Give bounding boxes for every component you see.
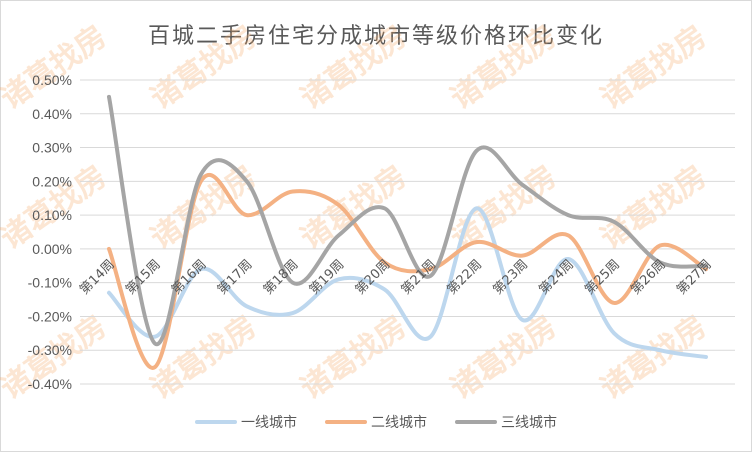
y-tick-label: -0.20%	[28, 308, 72, 324]
watermark-text: 诸葛找房	[595, 309, 713, 406]
y-axis: 0.50% 0.40% 0.30% 0.20% 0.10% 0.00% -0.10% -0.2…	[28, 72, 72, 392]
series-line-一线城市	[107, 206, 708, 359]
legend-swatch-icon	[195, 420, 237, 424]
watermark-text: 诸葛找房	[295, 309, 413, 406]
x-tick-label: 第15周	[123, 257, 164, 298]
y-tick-label: 0.20%	[32, 173, 72, 189]
watermark-text: 诸葛找房	[595, 19, 713, 116]
y-tick-label: 0.50%	[32, 72, 72, 88]
legend: 一线城市 二线城市 三线城市	[0, 412, 752, 432]
y-tick-label: 0.40%	[32, 106, 72, 122]
y-tick-label: 0.00%	[32, 241, 72, 257]
watermark-text: 诸葛找房	[595, 159, 713, 256]
series-line-三线城市	[107, 94, 708, 346]
y-tick-label: 0.30%	[32, 140, 72, 156]
legend-swatch-icon	[455, 420, 497, 424]
x-tick-label: 第26周	[628, 257, 669, 298]
watermark-text: 诸葛找房	[445, 309, 563, 406]
x-tick-label: 第24周	[536, 257, 577, 298]
x-axis: 第14周 第15周 第16周 第17周 第18周 第19周 第20周 第21周 第22周 第23周…	[77, 257, 715, 298]
x-tick-label: 第23周	[490, 257, 531, 298]
legend-label: 一线城市	[241, 415, 297, 431]
legend-label: 二线城市	[371, 415, 427, 431]
x-tick-label: 第27周	[674, 257, 715, 298]
watermark-text: 诸葛找房	[295, 159, 413, 256]
watermark-text: 诸葛找房	[0, 19, 113, 116]
watermark-text: 诸葛找房	[445, 19, 563, 116]
watermark-text: 诸葛找房	[295, 19, 413, 116]
chart-title: 百城二手房住宅分成城市等级价格环比变化	[147, 24, 604, 49]
y-tick-label: -0.40%	[28, 376, 72, 392]
y-tick-label: -0.30%	[28, 342, 72, 358]
legend-item: 一线城市	[195, 412, 297, 432]
legend-item: 三线城市	[455, 412, 557, 432]
legend-label: 三线城市	[501, 415, 557, 431]
x-tick-label: 第16周	[169, 257, 210, 298]
legend-swatch-icon	[325, 420, 367, 424]
series-lines	[107, 94, 708, 370]
watermark-text: 诸葛找房	[145, 19, 263, 116]
y-tick-label: 0.10%	[32, 207, 72, 223]
x-tick-label: 第21周	[399, 257, 440, 298]
legend-item: 二线城市	[325, 412, 427, 432]
y-tick-label: -0.10%	[28, 275, 72, 291]
x-tick-label: 第14周	[77, 257, 118, 298]
